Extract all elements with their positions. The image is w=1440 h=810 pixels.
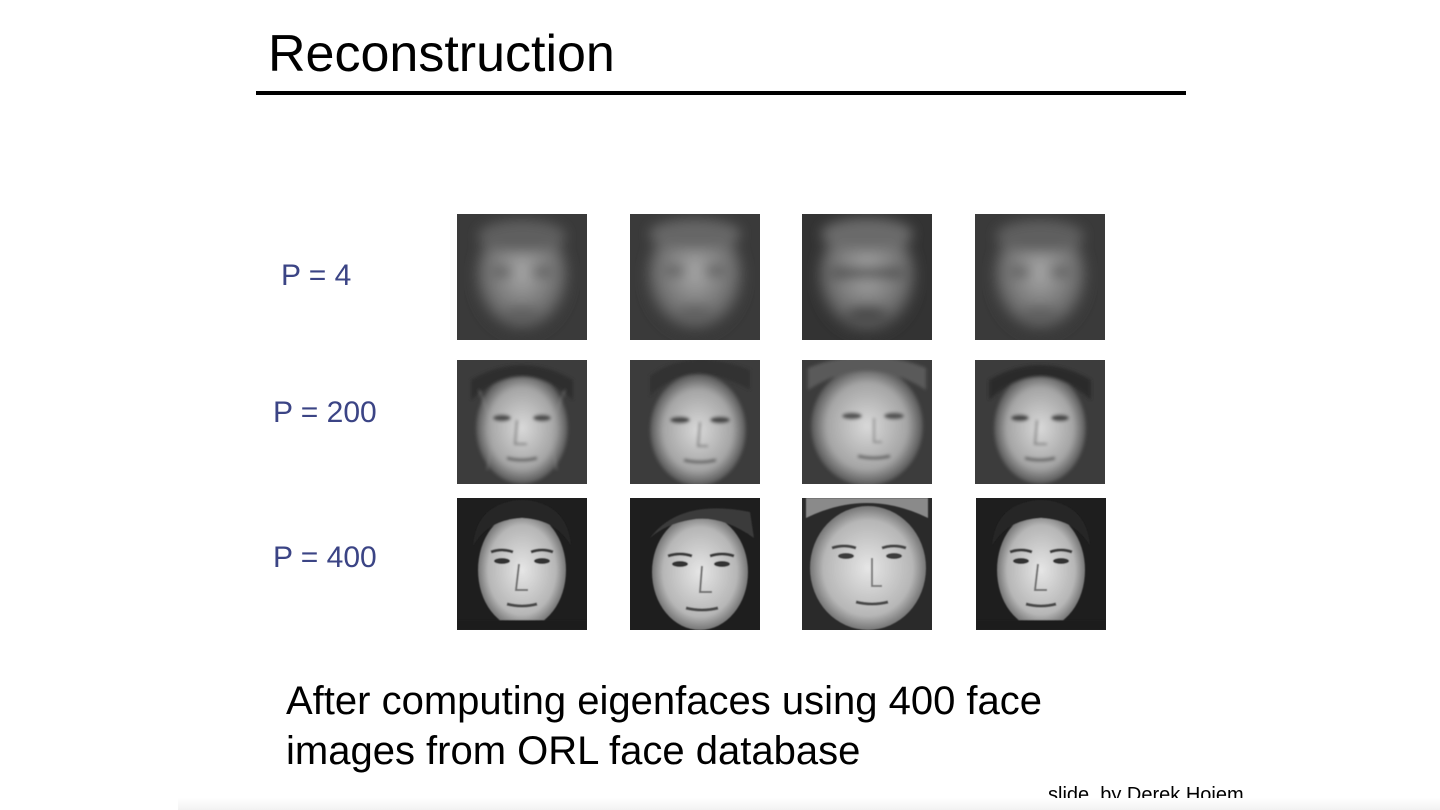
face-image-4-p200	[975, 360, 1105, 484]
face-image-2-p400	[630, 498, 760, 630]
face-image-3-p4	[802, 214, 932, 340]
face-image-1-p4	[457, 214, 587, 340]
title-underline	[256, 91, 1186, 95]
caption-line-1: After computing eigenfaces using 400 fac…	[286, 679, 1043, 723]
slide-caption: After computing eigenfaces using 400 fac…	[286, 676, 1166, 776]
face-image-1-p200	[457, 360, 587, 484]
row-label-p200: P = 200	[273, 396, 377, 429]
row-label-p400: P = 400	[273, 541, 377, 574]
caption-line-2: images from ORL face database	[286, 729, 861, 773]
bottom-shade	[178, 798, 1440, 810]
face-image-1-p400	[457, 498, 587, 630]
row-label-p4: P = 4	[281, 259, 352, 292]
slide-title: Reconstruction	[268, 25, 615, 83]
face-image-4-p4	[975, 214, 1105, 340]
face-image-4-p400	[976, 498, 1106, 630]
face-image-2-p200	[630, 360, 760, 484]
face-image-3-p400	[802, 498, 932, 630]
face-image-3-p200	[802, 360, 932, 484]
face-image-2-p4	[630, 214, 760, 340]
